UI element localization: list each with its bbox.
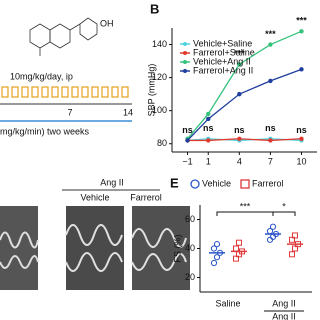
- significance-label: ***: [240, 201, 251, 211]
- legend-label: Farrerol: [252, 178, 284, 188]
- group-label: Ang II: [100, 177, 124, 187]
- oh-label: OH: [100, 18, 114, 28]
- annotation: ***: [234, 49, 245, 59]
- data-point: [268, 138, 273, 143]
- data-point: [269, 233, 277, 240]
- data-point: [295, 241, 301, 248]
- legend-marker: [183, 51, 187, 55]
- annotation: ns: [203, 123, 214, 133]
- column-label: Farrerol: [130, 192, 162, 202]
- data-point: [237, 62, 242, 67]
- data-point: [210, 245, 218, 252]
- dose-text: 10mg/kg/day, ip: [10, 71, 73, 81]
- data-point: [299, 67, 304, 72]
- data-point: [237, 91, 242, 97]
- y-tick-label: 40: [185, 243, 195, 253]
- annotation: ns: [265, 123, 276, 133]
- x-tick-label: Saline: [215, 298, 240, 308]
- legend-marker: [240, 179, 250, 189]
- syringe-row: [1, 86, 129, 98]
- data-point: [272, 230, 280, 238]
- legend-marker: [190, 179, 200, 189]
- echo-images: [0, 206, 190, 290]
- y-axis-label: FS (%): [172, 234, 182, 262]
- annotation: ***: [296, 16, 307, 26]
- annotation: ns: [234, 125, 245, 135]
- molecule: [29, 17, 98, 56]
- y-tick-label: 100: [152, 105, 167, 115]
- column-label: Vehicle: [80, 192, 109, 202]
- data-point: [216, 249, 224, 256]
- legend-label: Vehicle+Ang II: [193, 56, 251, 66]
- data-point: [289, 251, 295, 258]
- x-tick-label: 10: [296, 156, 306, 166]
- day-label: 14: [123, 107, 133, 117]
- legend-marker: [183, 42, 187, 46]
- y-tick-label: 60: [185, 214, 195, 224]
- data-point: [185, 138, 190, 143]
- x-tick-label: 1: [206, 156, 211, 166]
- data-point: [268, 78, 273, 84]
- panel-label: B: [150, 1, 159, 16]
- day-label: 7: [67, 107, 72, 117]
- x-tick-label: 4: [237, 156, 242, 166]
- data-point: [237, 136, 242, 141]
- significance-bracket: [216, 211, 274, 216]
- data-point: [213, 241, 221, 248]
- significance-label: *: [282, 201, 286, 211]
- legend-label: Farrerol+Ang II: [193, 65, 253, 75]
- legend-marker: [183, 69, 187, 73]
- data-point: [299, 136, 304, 141]
- data-point: [266, 228, 274, 235]
- data-point: [206, 111, 211, 117]
- data-point: [268, 42, 273, 47]
- data-point: [233, 245, 239, 252]
- data-point: [239, 248, 245, 255]
- data-point: [299, 29, 304, 34]
- data-point: [292, 232, 298, 239]
- y-tick-label: 80: [157, 138, 167, 148]
- y-tick-label: 120: [152, 72, 167, 82]
- legend-label: Vehicle: [202, 178, 231, 188]
- group-label: Ang II: [272, 311, 296, 320]
- data-point: [210, 259, 218, 267]
- x-tick-label: Ang II: [272, 298, 296, 308]
- infusion-text: mg/kg/min) two weeks: [0, 126, 90, 136]
- annotation: ns: [296, 125, 307, 135]
- data-point: [213, 254, 221, 261]
- x-tick-label: −1: [182, 156, 192, 166]
- data-point: [269, 223, 277, 230]
- annotation: ns: [182, 125, 193, 135]
- significance-bracket: [272, 211, 296, 216]
- panel-label: E: [170, 175, 179, 190]
- y-tick-label: 20: [185, 272, 195, 282]
- y-axis-label: SBP (mmHg): [146, 64, 156, 117]
- data-point: [206, 138, 211, 143]
- data-point: [206, 116, 211, 122]
- data-point: [236, 239, 242, 246]
- legend-marker: [183, 60, 187, 64]
- y-tick-label: 140: [152, 39, 167, 49]
- legend-label: Vehicle+Saline: [193, 38, 252, 48]
- data-point: [266, 236, 274, 243]
- legend-label: Farrerol+Saline: [193, 47, 255, 57]
- annotation: ***: [265, 29, 276, 39]
- x-tick-label: 7: [268, 156, 273, 166]
